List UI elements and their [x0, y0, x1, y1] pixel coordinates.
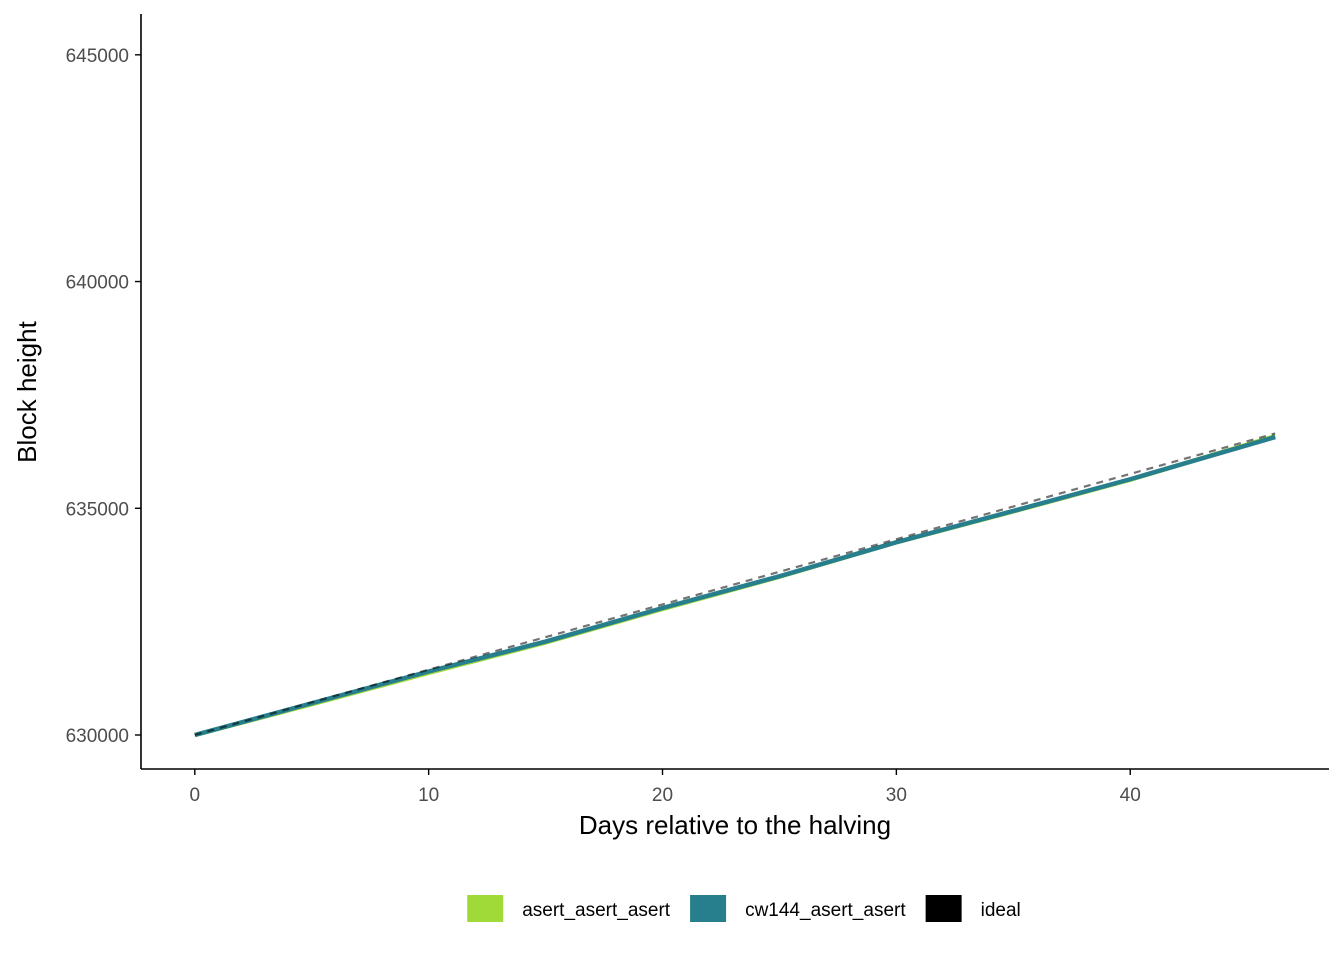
legend-item: ideal	[925, 895, 1021, 922]
plot-area	[194, 432, 1276, 738]
legend: asert_asert_asert cw144_asert_asert ideal	[467, 895, 1021, 922]
legend-label: asert_asert_asert	[522, 900, 671, 921]
x-axis-ticks: 0 10 20 30 40	[189, 769, 1141, 806]
legend-key	[690, 895, 727, 922]
x-tick-label: 40	[1120, 785, 1141, 806]
x-tick-label: 10	[418, 785, 439, 806]
y-axis-ticks: 630000 635000 640000 645000	[66, 46, 141, 747]
y-tick-label: 640000	[66, 273, 129, 294]
legend-key	[467, 895, 504, 922]
y-axis-title: Block height	[12, 320, 42, 462]
series-line-ideal	[194, 432, 1276, 737]
x-tick-label: 20	[652, 785, 673, 806]
y-tick-label: 635000	[66, 499, 129, 520]
x-axis-title: Days relative to the halving	[579, 810, 891, 840]
x-tick-label: 30	[886, 785, 907, 806]
x-tick-label: 0	[189, 785, 200, 806]
y-tick-label: 630000	[66, 726, 129, 747]
legend-key	[925, 895, 962, 922]
series-line-cw144_asert_asert	[194, 434, 1276, 738]
legend-label: cw144_asert_asert	[745, 900, 906, 921]
legend-item: cw144_asert_asert	[690, 895, 906, 922]
legend-item: asert_asert_asert	[467, 895, 671, 922]
y-tick-label: 645000	[66, 46, 129, 67]
legend-label: ideal	[981, 900, 1021, 921]
